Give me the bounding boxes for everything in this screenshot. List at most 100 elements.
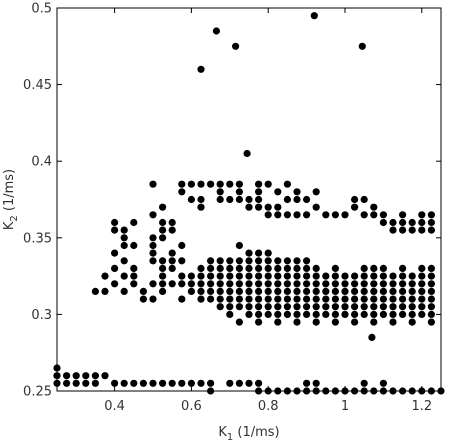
data-point xyxy=(178,241,186,250)
data-point xyxy=(293,295,301,303)
data-point xyxy=(226,303,234,311)
data-point xyxy=(283,287,291,295)
data-point xyxy=(91,287,99,295)
data-point xyxy=(216,195,224,204)
y-tick-label: 0.35 xyxy=(23,231,52,246)
data-point xyxy=(331,318,339,326)
data-point xyxy=(264,249,272,257)
data-point xyxy=(427,303,435,311)
data-point xyxy=(379,211,387,219)
data-point xyxy=(207,264,215,272)
data-point xyxy=(111,379,119,387)
data-point xyxy=(370,264,378,272)
data-point xyxy=(216,303,224,311)
data-point xyxy=(341,211,349,219)
data-point xyxy=(283,211,291,219)
data-point xyxy=(245,272,253,280)
data-point xyxy=(235,303,243,311)
data-point xyxy=(178,257,186,265)
data-point xyxy=(178,272,186,280)
data-point xyxy=(399,211,407,219)
data-point xyxy=(255,203,263,211)
data-point xyxy=(168,218,176,227)
data-point xyxy=(303,310,311,318)
data-point xyxy=(82,372,90,380)
data-point xyxy=(178,188,186,196)
data-point xyxy=(216,257,224,265)
points-layer xyxy=(53,12,445,395)
data-point xyxy=(303,287,311,295)
data-point xyxy=(255,257,263,265)
data-point xyxy=(111,264,119,272)
data-point xyxy=(322,211,330,219)
data-point xyxy=(351,272,359,280)
data-point xyxy=(408,226,416,234)
data-point xyxy=(310,12,318,20)
data-point xyxy=(283,280,291,288)
data-point xyxy=(351,287,359,295)
data-point xyxy=(216,264,224,272)
data-point xyxy=(226,379,234,387)
data-point xyxy=(331,295,339,303)
data-point xyxy=(312,203,320,211)
data-point xyxy=(322,295,330,303)
data-point xyxy=(207,180,215,188)
data-point xyxy=(159,287,167,295)
data-point xyxy=(255,195,263,204)
data-point xyxy=(207,272,215,280)
data-point xyxy=(389,272,397,280)
data-point xyxy=(255,287,263,295)
data-point xyxy=(370,287,378,295)
data-point xyxy=(226,310,234,318)
data-point xyxy=(379,272,387,280)
data-point xyxy=(245,379,253,387)
data-point xyxy=(226,272,234,280)
data-point xyxy=(255,303,263,311)
data-point xyxy=(178,295,186,303)
data-point xyxy=(168,257,176,265)
plot-frame xyxy=(56,7,442,392)
data-point xyxy=(207,287,215,295)
data-point xyxy=(149,379,157,387)
y-axis-label-main: K xyxy=(2,221,17,230)
data-point xyxy=(322,287,330,295)
data-point xyxy=(264,303,272,311)
data-point xyxy=(120,287,128,295)
data-point xyxy=(312,310,320,318)
data-point xyxy=(216,280,224,288)
data-point xyxy=(149,249,157,257)
data-point xyxy=(303,257,311,265)
data-point xyxy=(264,203,272,211)
data-point xyxy=(303,303,311,311)
data-point xyxy=(101,272,109,280)
data-point xyxy=(274,310,282,318)
data-point xyxy=(389,295,397,303)
data-point xyxy=(63,372,71,380)
data-point xyxy=(245,257,253,265)
data-point xyxy=(245,287,253,295)
data-point xyxy=(399,295,407,303)
data-point xyxy=(187,195,195,204)
data-point xyxy=(235,257,243,265)
data-point xyxy=(245,195,253,204)
data-point xyxy=(368,333,376,341)
data-point xyxy=(379,287,387,295)
data-point xyxy=(293,280,301,288)
data-point xyxy=(399,280,407,288)
data-point xyxy=(178,379,186,387)
data-point xyxy=(389,226,397,234)
data-point xyxy=(283,180,291,188)
x-axis-label-unit: (1/ms) xyxy=(233,425,279,440)
data-point xyxy=(283,195,291,204)
data-point xyxy=(389,310,397,318)
data-point xyxy=(255,272,263,280)
data-point xyxy=(82,379,90,387)
data-point xyxy=(130,379,138,387)
data-point xyxy=(226,287,234,295)
data-point xyxy=(159,264,167,272)
data-point xyxy=(427,211,435,219)
data-point xyxy=(159,272,167,280)
data-point xyxy=(120,226,128,234)
data-point xyxy=(255,280,263,288)
